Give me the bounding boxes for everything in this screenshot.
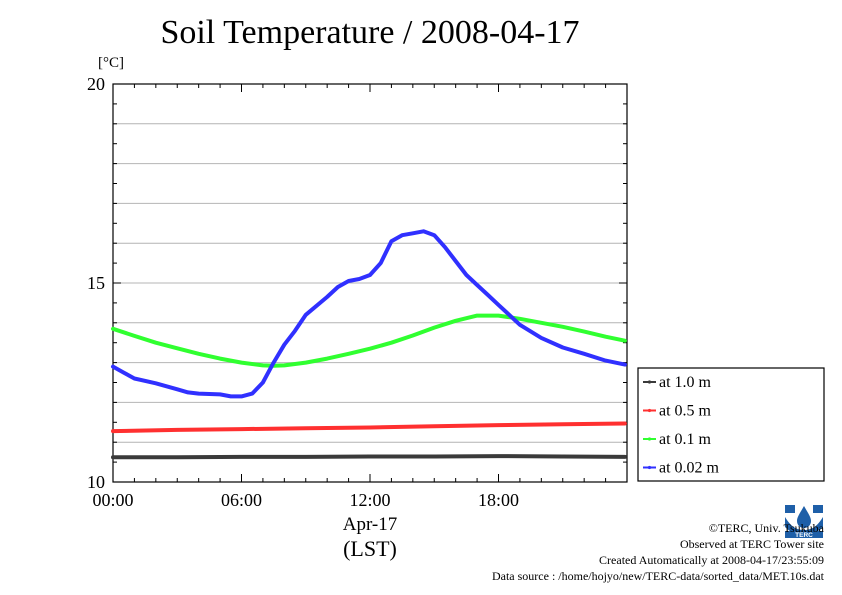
legend-label: at 1.0 m bbox=[659, 374, 712, 391]
x-axis-date-label: Apr-17 bbox=[342, 514, 398, 535]
y-tick-label: 15 bbox=[87, 273, 105, 293]
credits-source: Data source : /home/hojyo/new/TERC-data/… bbox=[491, 569, 824, 583]
legend-marker bbox=[647, 380, 652, 384]
legend-label: at 0.1 m bbox=[659, 431, 712, 448]
y-tick-label: 20 bbox=[87, 74, 105, 94]
x-tick-label: 06:00 bbox=[221, 490, 262, 510]
credits-created: Created Automatically at 2008-04-17/23:5… bbox=[599, 553, 824, 567]
chart-title: Soil Temperature / 2008-04-17 bbox=[160, 14, 580, 51]
series-line-2 bbox=[111, 313, 627, 368]
y-tick-label: 10 bbox=[87, 472, 105, 492]
y-axis-unit-label: [°C] bbox=[98, 55, 124, 71]
x-tick-label: 00:00 bbox=[92, 490, 133, 510]
x-axis-timezone-label: (LST) bbox=[343, 536, 397, 561]
series-line-0 bbox=[111, 454, 627, 460]
legend-box bbox=[637, 367, 825, 482]
credits-observed: Observed at TERC Tower site bbox=[679, 537, 824, 551]
legend-marker bbox=[647, 437, 652, 441]
legend-label: at 0.02 m bbox=[659, 460, 720, 477]
series-line-1 bbox=[111, 421, 627, 434]
legend-label: at 0.5 m bbox=[659, 403, 712, 420]
legend-marker bbox=[647, 408, 652, 413]
credits-block: ©TERC, Univ. Tsukuba Observed at TERC To… bbox=[492, 520, 824, 584]
x-tick-label: 12:00 bbox=[349, 490, 390, 510]
logo-text: TERC bbox=[795, 532, 813, 539]
credits-copyright: ©TERC, Univ. Tsukuba bbox=[708, 521, 824, 535]
x-tick-label: 18:00 bbox=[478, 490, 519, 510]
terc-logo-icon: TERC bbox=[783, 503, 825, 539]
legend-marker bbox=[647, 465, 652, 470]
series-line-3 bbox=[111, 229, 627, 399]
